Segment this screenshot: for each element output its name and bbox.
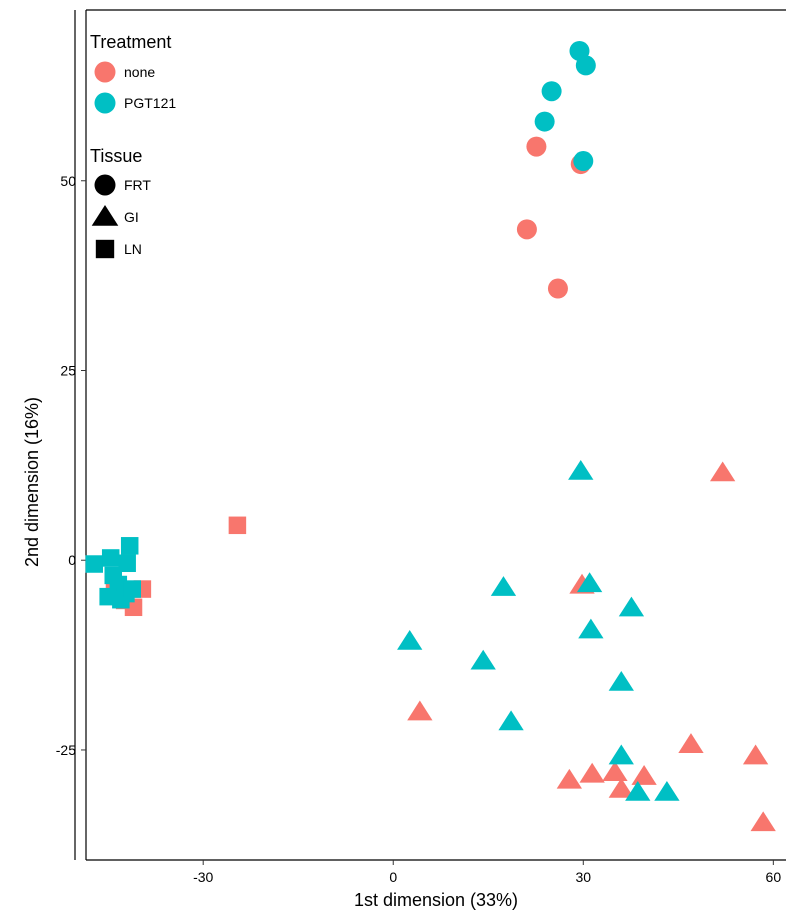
data-point-pgt121-gi: [470, 649, 496, 670]
legend-key-pgt121: [94, 92, 116, 114]
data-point-pgt121-ln: [101, 549, 120, 567]
data-point-pgt121-ln: [118, 554, 136, 573]
data-point-none-frt: [516, 219, 537, 240]
legend-label: FRT: [124, 177, 151, 193]
legend-key-gi: [91, 204, 119, 226]
y-tick-label: -25: [56, 742, 76, 758]
legend-key-ln: [95, 239, 115, 259]
data-point-pgt121-gi: [608, 744, 634, 765]
data-point-pgt121-frt: [534, 111, 555, 132]
data-point-none-gi: [678, 733, 704, 753]
data-point-pgt121-gi: [618, 596, 645, 617]
y-tick-label: 25: [60, 362, 76, 378]
x-axis-title: 1st dimension (33%): [354, 890, 518, 910]
data-point-pgt121-gi: [578, 618, 604, 639]
data-point-pgt121-gi: [576, 572, 603, 593]
data-point-none-gi: [631, 765, 657, 785]
data-point-none-gi: [710, 461, 736, 482]
data-point-pgt121-ln: [120, 537, 139, 555]
data-point-none-frt: [526, 136, 547, 157]
x-tick-label: 30: [575, 869, 591, 885]
legend-key-frt: [94, 174, 116, 196]
data-point-none-gi: [407, 700, 433, 721]
x-tick-label: -30: [193, 869, 213, 885]
data-point-none-gi: [579, 762, 605, 783]
legend-label: none: [124, 64, 155, 80]
legend: Treatment none PGT121 Tissue FRT GI LN: [90, 32, 176, 259]
data-point-pgt121-gi: [397, 629, 423, 650]
legend-label: PGT121: [124, 95, 176, 111]
y-tick-label: 0: [68, 552, 76, 568]
data-point-none-gi: [608, 777, 634, 798]
data-point-pgt121-gi: [498, 710, 524, 731]
legend-key-none: [94, 61, 116, 83]
data-point-none-gi: [742, 744, 769, 765]
data-point-pgt121-frt: [575, 55, 596, 76]
y-tick-label: 50: [60, 173, 76, 189]
data-point-pgt121-gi: [654, 780, 680, 801]
data-point-none-gi: [750, 811, 776, 832]
legend-label: GI: [124, 209, 139, 225]
data-point-none-gi: [602, 761, 628, 782]
axes: [74, 9, 786, 861]
x-tick-label: 0: [389, 869, 397, 885]
x-tick-label: 60: [766, 869, 782, 885]
data-points: [85, 40, 776, 832]
data-point-none-ln: [228, 516, 247, 535]
legend-label: LN: [124, 241, 142, 257]
data-point-none-gi: [556, 768, 582, 789]
data-point-pgt121-gi: [625, 780, 651, 801]
data-point-pgt121-ln: [85, 555, 103, 573]
legend-title-treatment: Treatment: [90, 32, 171, 52]
legend-title-tissue: Tissue: [90, 146, 142, 166]
data-point-pgt121-gi: [568, 459, 594, 480]
y-axis-title: 2nd dimension (16%): [22, 397, 42, 567]
axis-ticks: -30 0 30 60 -25 0 25 50: [56, 173, 782, 885]
data-point-pgt121-gi: [490, 576, 517, 596]
data-point-pgt121-ln: [123, 580, 141, 598]
data-point-pgt121-gi: [608, 670, 634, 691]
data-point-pgt121-frt: [573, 151, 594, 172]
data-point-none-frt: [547, 278, 568, 299]
data-point-pgt121-frt: [541, 81, 562, 102]
